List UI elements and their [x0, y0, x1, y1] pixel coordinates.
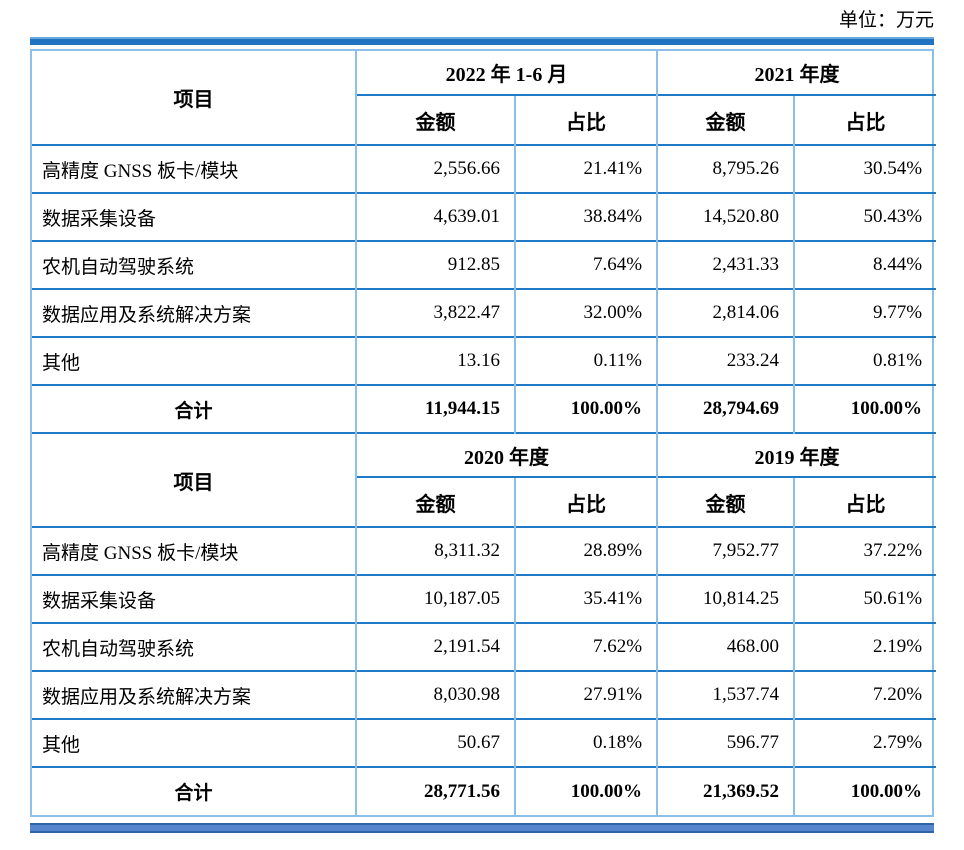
amount-cell: 7,952.77 [656, 526, 795, 575]
section-0-header-row: 项目 2022 年 1-6 月 2021 年度 [32, 51, 937, 111]
ratio-header: 占比 [513, 94, 658, 145]
ratio-cell: 0.81% [793, 336, 937, 385]
amount-cell: 2,814.06 [656, 288, 795, 337]
table-row: 农机自动驾驶系统 912.85 7.64% 2,431.33 8.44% [32, 240, 937, 289]
total-label-cell: 合计 [32, 384, 356, 433]
ratio-cell: 28.89% [513, 526, 658, 575]
amount-cell: 10,187.05 [355, 574, 515, 623]
table-row: 农机自动驾驶系统 2,191.54 7.62% 468.00 2.19% [32, 622, 937, 671]
ratio-cell: 21.41% [513, 144, 658, 193]
ratio-cell: 30.54% [793, 144, 937, 193]
amount-header: 金额 [355, 476, 515, 527]
amount-cell: 2,556.66 [355, 144, 515, 193]
amount-cell: 1,537.74 [656, 670, 795, 719]
period-header: 2022 年 1-6 月 [354, 51, 658, 95]
table-row: 高精度 GNSS 板卡/模块 8,311.32 28.89% 7,952.77 37.2… [32, 526, 937, 575]
ratio-cell: 0.18% [513, 718, 658, 767]
ratio-cell: 7.64% [513, 240, 658, 289]
table-row: 其他 50.67 0.18% 596.77 2.79% [32, 718, 937, 767]
item-cell: 数据应用及系统解决方案 [32, 288, 356, 337]
item-cell: 高精度 GNSS 板卡/模块 [32, 526, 356, 575]
ratio-cell: 9.77% [793, 288, 937, 337]
ratio-cell: 38.84% [513, 192, 658, 241]
total-ratio-cell: 100.00% [513, 766, 658, 815]
ratio-header: 占比 [513, 476, 658, 527]
amount-header: 金额 [355, 94, 515, 145]
amount-cell: 8,795.26 [656, 144, 795, 193]
amount-cell: 10,814.25 [656, 574, 795, 623]
ratio-cell: 8.44% [793, 240, 937, 289]
amount-cell: 233.24 [656, 336, 795, 385]
ratio-cell: 7.62% [513, 622, 658, 671]
period-header: 2021 年度 [656, 51, 937, 95]
total-amount-cell: 28,794.69 [656, 384, 795, 433]
total-ratio-cell: 100.00% [513, 384, 658, 433]
table-frame: 项目 2022 年 1-6 月 2021 年度 金额 占比 金额 占比 高精度 GNSS 板卡… [30, 49, 937, 817]
unit-label: 单位：万元 [838, 10, 934, 31]
total-row: 合计 28,771.56 100.00% 21,369.52 100.00% [32, 766, 937, 815]
item-cell: 数据采集设备 [32, 574, 356, 623]
ratio-cell: 7.20% [793, 670, 937, 719]
section-0-subheader-row: 金额 占比 金额 占比 [32, 94, 937, 145]
amount-header: 金额 [656, 94, 795, 145]
ratio-cell: 2.79% [793, 718, 937, 767]
item-cell: 数据应用及系统解决方案 [32, 670, 356, 719]
ratio-cell: 32.00% [513, 288, 658, 337]
ratio-cell: 50.43% [793, 192, 937, 241]
table-row: 数据采集设备 10,187.05 35.41% 10,814.25 50.61% [32, 574, 937, 623]
item-cell: 农机自动驾驶系统 [32, 622, 356, 671]
item-header: 项目 [32, 432, 356, 527]
total-label-cell: 合计 [32, 766, 356, 815]
item-cell: 农机自动驾驶系统 [32, 240, 356, 289]
top-rule [30, 37, 934, 45]
table-row: 高精度 GNSS 板卡/模块 2,556.66 21.41% 8,795.26 30.5… [32, 144, 937, 193]
item-cell: 其他 [32, 718, 356, 767]
amount-cell: 3,822.47 [355, 288, 515, 337]
ratio-cell: 35.41% [513, 574, 658, 623]
ratio-header: 占比 [793, 94, 937, 145]
section-1-header-row: 项目 2020 年度 2019 年度 [32, 432, 937, 527]
amount-cell: 8,030.98 [355, 670, 515, 719]
amount-cell: 596.77 [656, 718, 795, 767]
amount-cell: 50.67 [355, 718, 515, 767]
ratio-cell: 37.22% [793, 526, 937, 575]
revenue-breakdown-table: 项目 2022 年 1-6 月 2021 年度 金额 占比 金额 占比 高精度 GNSS 板卡… [32, 51, 937, 815]
item-cell: 高精度 GNSS 板卡/模块 [32, 144, 356, 193]
amount-cell: 2,431.33 [656, 240, 795, 289]
amount-cell: 2,191.54 [355, 622, 515, 671]
total-amount-cell: 28,771.56 [355, 766, 515, 815]
table-row: 数据采集设备 4,639.01 38.84% 14,520.80 50.43% [32, 192, 937, 241]
item-cell: 其他 [32, 336, 356, 385]
amount-cell: 468.00 [656, 622, 795, 671]
amount-cell: 8,311.32 [355, 526, 515, 575]
total-amount-cell: 11,944.15 [355, 384, 515, 433]
period-header: 2019 年度 [656, 432, 937, 477]
total-row: 合计 11,944.15 100.00% 28,794.69 100.00% [32, 384, 937, 433]
ratio-cell: 50.61% [793, 574, 937, 623]
section-1-subheader-row: 金额 占比 金额 占比 [32, 476, 937, 527]
amount-cell: 912.85 [355, 240, 515, 289]
bottom-rule [30, 823, 934, 833]
amount-cell: 13.16 [355, 336, 515, 385]
amount-cell: 4,639.01 [355, 192, 515, 241]
table-row: 其他 13.16 0.11% 233.24 0.81% [32, 336, 937, 385]
item-cell: 数据采集设备 [32, 192, 356, 241]
table-row: 数据应用及系统解决方案 8,030.98 27.91% 1,537.74 7.20% [32, 670, 937, 719]
amount-cell: 14,520.80 [656, 192, 795, 241]
ratio-cell: 2.19% [793, 622, 937, 671]
item-header: 项目 [173, 89, 214, 111]
period-header: 2020 年度 [354, 432, 658, 477]
ratio-header: 占比 [793, 476, 937, 527]
ratio-cell: 0.11% [513, 336, 658, 385]
amount-header: 金额 [656, 476, 795, 527]
total-ratio-cell: 100.00% [793, 766, 937, 815]
total-amount-cell: 21,369.52 [656, 766, 795, 815]
total-ratio-cell: 100.00% [793, 384, 937, 433]
table-row: 数据应用及系统解决方案 3,822.47 32.00% 2,814.06 9.77% [32, 288, 937, 337]
ratio-cell: 27.91% [513, 670, 658, 719]
